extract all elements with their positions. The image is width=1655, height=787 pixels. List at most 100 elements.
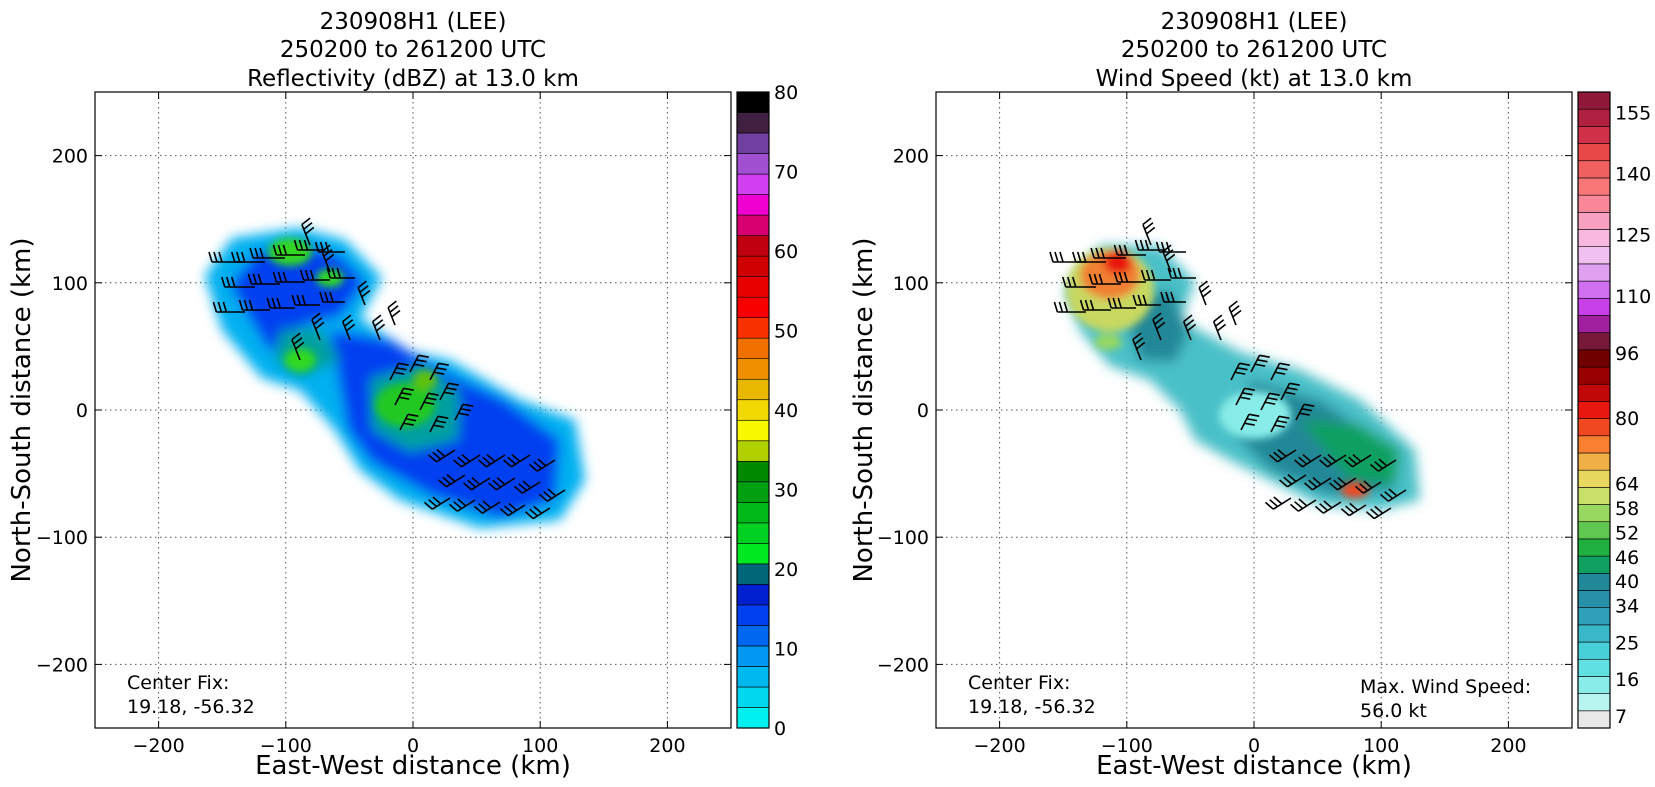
colorbar-tick-label: 96 — [1615, 343, 1639, 365]
wind-barb — [429, 362, 449, 381]
y-axis-label: North-South distance (km) — [7, 237, 37, 582]
wind-barb — [291, 294, 320, 306]
colorbar-segment — [1577, 349, 1611, 368]
colorbar-segment — [1577, 658, 1611, 677]
x-tick-label: −100 — [1101, 735, 1153, 757]
wind-barb — [1113, 244, 1146, 256]
colorbar-tick-label: 7 — [1615, 706, 1627, 728]
colorbar-segment — [736, 440, 770, 462]
colorbar-segment — [1577, 160, 1611, 179]
wind-barb — [230, 251, 265, 263]
colorbar-segment — [1577, 624, 1611, 643]
wind-barb — [1319, 453, 1347, 468]
wind-barb — [1212, 314, 1227, 341]
colorbar-segment — [1577, 263, 1611, 282]
center-fix-value: 19.18, -56.32 — [968, 696, 1096, 718]
chart-title-line-3: Wind Speed (kt) at 13.0 km — [1096, 66, 1413, 92]
wind-barb — [1162, 244, 1176, 273]
wind-barb — [1295, 403, 1315, 421]
wind-barb — [326, 267, 355, 279]
colorbar-segment — [736, 296, 770, 318]
colorbar-segment — [1577, 590, 1611, 608]
reflectivity-core-2 — [375, 383, 435, 427]
wind-barb — [1079, 299, 1111, 311]
y-axis-label: North-South distance (km) — [849, 237, 879, 582]
colorbar-segment — [736, 378, 770, 401]
gridlines — [95, 92, 731, 728]
wind-barb — [448, 498, 476, 512]
axis-ticks: −200 −100 0 100 200 −200 −100 0 100 200 — [877, 92, 1572, 757]
reflectivity-panel: 230908H1 (LEE) 250200 to 261200 UTC Refl… — [7, 9, 798, 781]
x-tick-label: −100 — [260, 735, 312, 757]
chart-title-line-1: 230908H1 (LEE) — [1161, 9, 1348, 35]
colorbar: 0 10 20 30 40 50 60 70 80 — [736, 82, 798, 740]
wind-barb — [454, 403, 474, 421]
wind-barb — [1140, 269, 1171, 281]
colorbar-tick-label: 40 — [1615, 571, 1639, 593]
y-tick-label: 200 — [893, 146, 929, 168]
x-tick-label: −200 — [974, 735, 1026, 757]
wind-barb — [311, 312, 325, 341]
colorbar-tick-label: 25 — [1615, 632, 1639, 654]
wind-barb — [371, 314, 386, 341]
colorbar-tick-label: 155 — [1615, 102, 1651, 124]
colorbar-segment — [736, 419, 770, 442]
colorbar-segment — [1577, 504, 1611, 523]
colorbar-tick-label: 0 — [774, 718, 786, 740]
wind-barb — [419, 392, 439, 411]
wind-barb — [438, 473, 466, 488]
wind-barb — [272, 244, 305, 256]
x-tick-label: −200 — [133, 735, 185, 757]
colorbar-segment — [1577, 229, 1611, 248]
wind-barb — [1198, 280, 1212, 306]
colorbar-segment — [1577, 332, 1611, 351]
colorbar-segment — [736, 153, 770, 175]
colorbar-segment — [736, 317, 770, 339]
wind-barb — [1160, 291, 1186, 303]
center-fix-value: 19.18, -56.32 — [127, 696, 255, 718]
colorbar-segment — [1577, 366, 1611, 385]
chart-title-line-3: Reflectivity (dBZ) at 13.0 km — [247, 66, 579, 92]
wind-barb — [357, 280, 371, 306]
wind-barb — [1142, 217, 1156, 246]
colorbar-segment — [1577, 452, 1611, 471]
wind-barb — [1279, 473, 1307, 488]
colorbar-segment — [736, 235, 770, 257]
wind-barb — [429, 415, 449, 433]
colorbar-segment — [736, 399, 770, 421]
colorbar-segment — [736, 645, 770, 667]
max-wind-value: 56.0 kt — [1360, 700, 1427, 722]
colorbar-segment — [1577, 487, 1611, 505]
colorbar-tick-label: 52 — [1615, 522, 1639, 544]
wind-speed-panel: 230908H1 (LEE) 250200 to 261200 UTC Wind… — [849, 9, 1651, 781]
wind-barb — [1113, 271, 1146, 283]
wind-barb — [1088, 273, 1121, 285]
colorbar-segment — [736, 502, 770, 524]
wind-barb — [341, 314, 356, 341]
x-axis-label: East-West distance (km) — [255, 751, 571, 781]
wind-barb — [1230, 362, 1250, 381]
colorbar-tick-label: 50 — [774, 321, 798, 343]
wind-barb — [1289, 498, 1317, 512]
wind-barb — [387, 300, 401, 326]
chart-title-line-1: 230908H1 (LEE) — [320, 9, 507, 35]
colorbar-segment — [736, 563, 770, 585]
wind-barb — [1354, 480, 1382, 494]
wind-barb — [299, 269, 330, 281]
y-tick-label: −200 — [36, 654, 88, 676]
x-axis-label: East-West distance (km) — [1096, 751, 1412, 781]
wind-barb — [1134, 239, 1166, 251]
wind-barb — [423, 496, 451, 510]
colorbar-tick-label: 34 — [1615, 596, 1639, 618]
wind-barb — [1365, 505, 1392, 520]
wind-barb — [1269, 448, 1297, 463]
wind-barb — [428, 448, 456, 463]
y-tick-label: 100 — [893, 273, 929, 295]
colorbar-segment — [1577, 555, 1611, 574]
wind-barb — [389, 362, 409, 381]
y-tick-label: −100 — [877, 527, 929, 549]
reflectivity-field — [205, 228, 585, 528]
colorbar-segment — [736, 194, 770, 216]
wind-barb — [503, 453, 531, 468]
